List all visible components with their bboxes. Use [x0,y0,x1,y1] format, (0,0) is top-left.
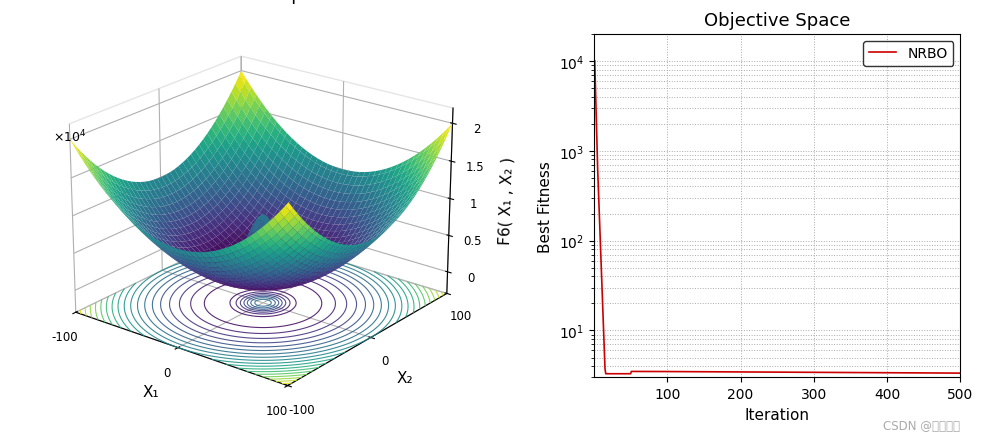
NRBO [807,370,819,375]
Title: Parameter Space: Parameter Space [180,0,335,4]
X-axis label: X₁: X₁ [143,384,159,399]
Line: NRBO: NRBO [595,62,960,374]
Legend: NRBO: NRBO [863,42,953,67]
NRBO [763,370,775,375]
Y-axis label: Best Fitness: Best Fitness [539,160,553,252]
NRBO [589,59,601,64]
X-axis label: Iteration: Iteration [744,407,810,422]
NRBO [765,370,777,375]
Title: Objective Space: Objective Space [704,13,850,30]
NRBO [787,370,799,375]
NRBO [889,370,901,375]
Text: $\times 10^4$: $\times 10^4$ [52,128,86,145]
NRBO [946,371,958,376]
Y-axis label: X₂: X₂ [396,370,413,385]
NRBO [954,371,966,376]
NRBO [600,371,612,376]
Text: CSDN @算法如诗: CSDN @算法如诗 [883,419,960,432]
